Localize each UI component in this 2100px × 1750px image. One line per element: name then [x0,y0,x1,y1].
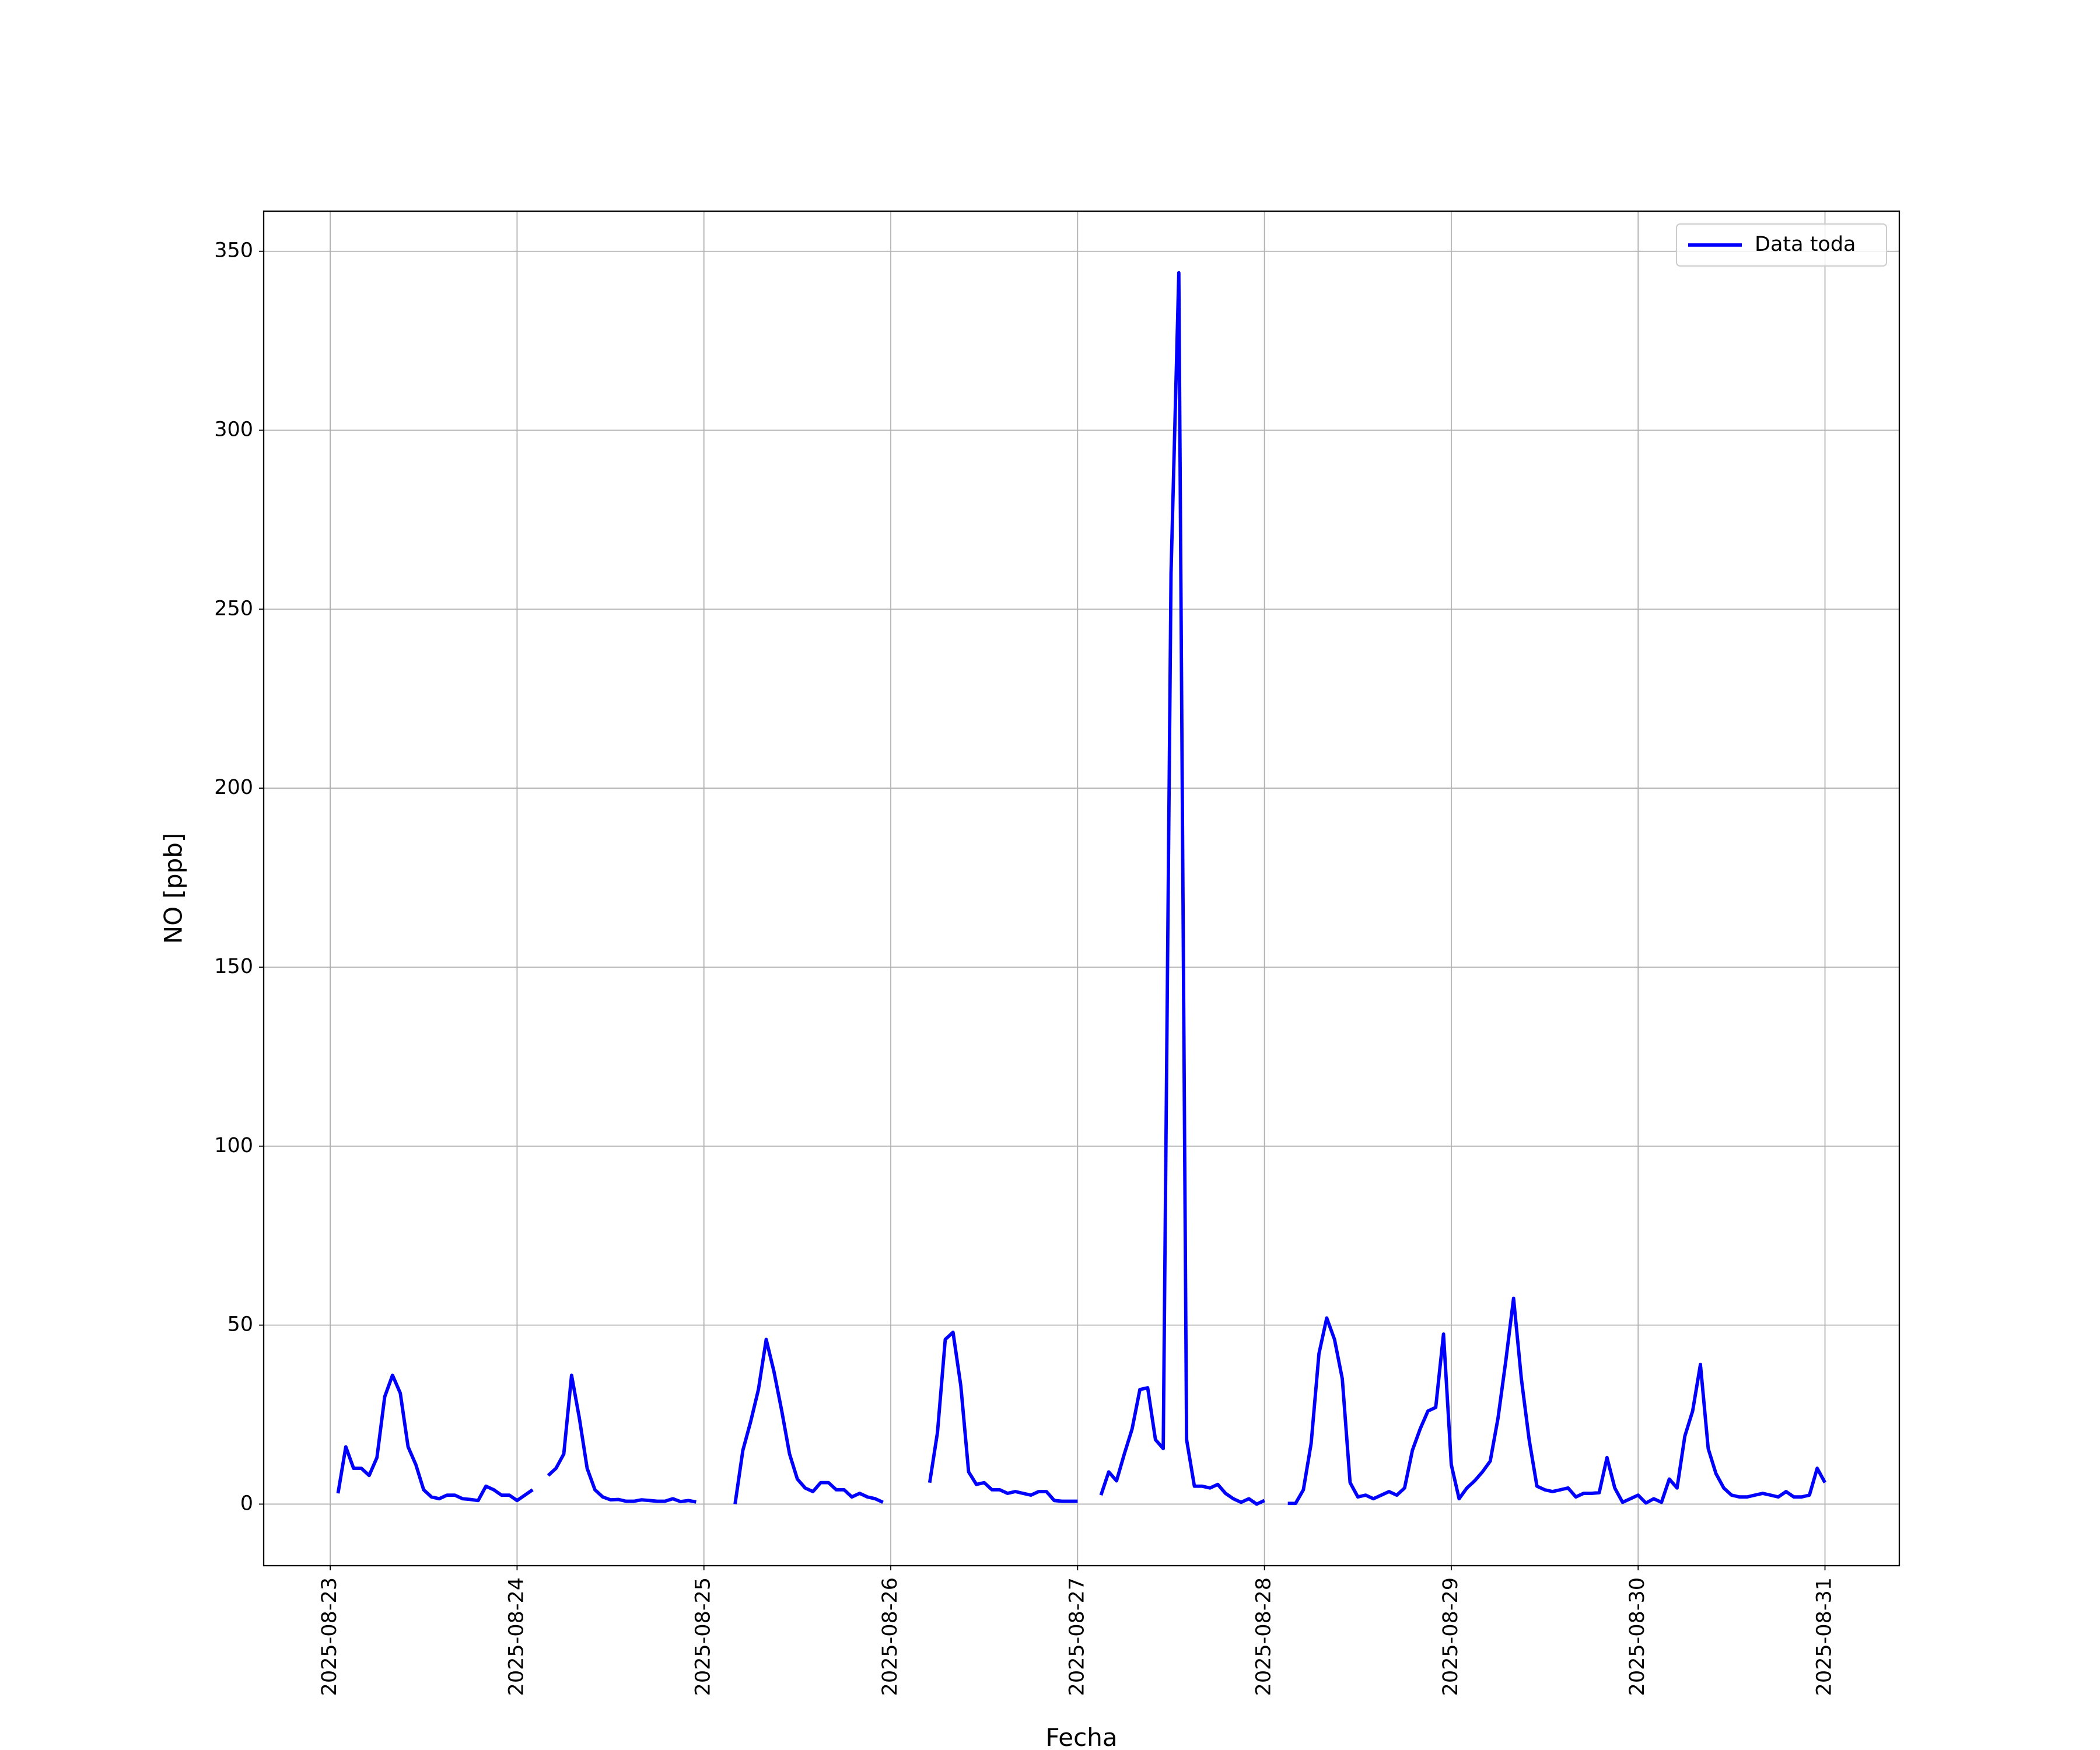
x-tick-label: 2025-08-26 [878,1577,902,1696]
x-tick-label: 2025-08-29 [1439,1577,1462,1696]
data-line [336,271,1827,1506]
x-tick-label: 2025-08-23 [318,1577,341,1696]
y-tick-label: 0 [240,1492,253,1515]
x-tick-label: 2025-08-31 [1813,1577,1836,1696]
y-tick-label: 150 [214,955,253,978]
legend-label: Data toda [1755,233,1856,256]
x-tick-label: 2025-08-30 [1626,1577,1649,1696]
y-axis-label: NO [ppb] [159,833,188,944]
legend: Data toda [1676,223,1887,267]
plot-frame [262,210,1901,1567]
x-tick-label: 2025-08-28 [1252,1577,1276,1696]
y-tick-label: 50 [227,1313,253,1336]
y-tick-label: 250 [214,597,253,620]
y-tick-label: 300 [214,418,253,442]
y-tick-label: 350 [214,239,253,262]
x-tick-label: 2025-08-25 [692,1577,715,1696]
x-tick-label: 2025-08-24 [505,1577,528,1696]
x-axis-label: Fecha [1045,1723,1117,1750]
legend-box [1676,223,1887,267]
y-tick-label: 100 [214,1134,253,1157]
x-tick-label: 2025-08-27 [1065,1577,1088,1696]
y-tick-label: 200 [214,776,253,799]
